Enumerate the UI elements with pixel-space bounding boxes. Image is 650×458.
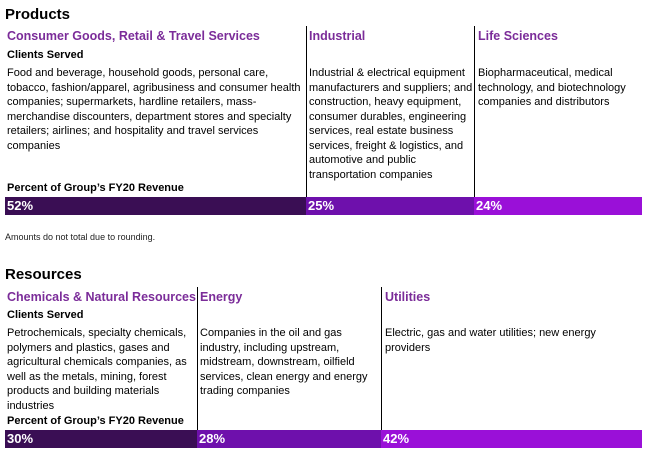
energy-revenue-value: 28% xyxy=(199,431,226,446)
consumer-goods-revenue-bar: 52% xyxy=(5,197,306,215)
consumer-goods-revenue-value: 52% xyxy=(7,198,34,213)
resources-title: Resources xyxy=(5,266,82,283)
utilities-description: Electric, gas and water utilities; new e… xyxy=(385,327,596,354)
industrial-heading: Industrial xyxy=(309,29,366,43)
energy-revenue-bar: 28% xyxy=(197,430,381,448)
industrial-revenue-value: 25% xyxy=(308,198,335,213)
energy-description: Companies in the oil and gas industry, i… xyxy=(200,327,368,397)
life-sciences-heading: Life Sciences xyxy=(478,29,558,43)
clients-served-label: Clients Served xyxy=(7,309,84,321)
revenue-label: Percent of Group’s FY20 Revenue xyxy=(7,182,184,194)
energy-heading: Energy xyxy=(200,290,243,304)
utilities-revenue-bar: 42% xyxy=(381,430,642,448)
products-title: Products xyxy=(5,6,71,23)
clients-served-label: Clients Served xyxy=(7,49,84,61)
column-divider xyxy=(306,26,307,197)
utilities-heading: Utilities xyxy=(385,290,431,304)
chemicals-description: Petrochemicals, specialty chemicals, pol… xyxy=(7,327,187,412)
chemicals-revenue-value: 30% xyxy=(7,431,34,446)
industrial-revenue-bar: 25% xyxy=(306,197,474,215)
consumer-goods-description: Food and beverage, household goods, pers… xyxy=(7,67,301,152)
industrial-description: Industrial & electrical equipment manufa… xyxy=(309,67,473,181)
column-divider xyxy=(197,287,198,430)
column-divider xyxy=(474,26,475,197)
consumer-goods-heading: Consumer Goods, Retail & Travel Services xyxy=(7,29,260,43)
life-sciences-revenue-bar: 24% xyxy=(474,197,642,215)
revenue-label: Percent of Group’s FY20 Revenue xyxy=(7,415,184,427)
rounding-note: Amounts do not total due to rounding. xyxy=(5,232,156,242)
chemicals-revenue-bar: 30% xyxy=(5,430,197,448)
column-divider xyxy=(381,287,382,430)
life-sciences-revenue-value: 24% xyxy=(476,198,503,213)
life-sciences-description: Biopharmaceutical, medical technology, a… xyxy=(478,67,626,108)
chemicals-heading: Chemicals & Natural Resources xyxy=(7,290,196,304)
utilities-revenue-value: 42% xyxy=(383,431,410,446)
